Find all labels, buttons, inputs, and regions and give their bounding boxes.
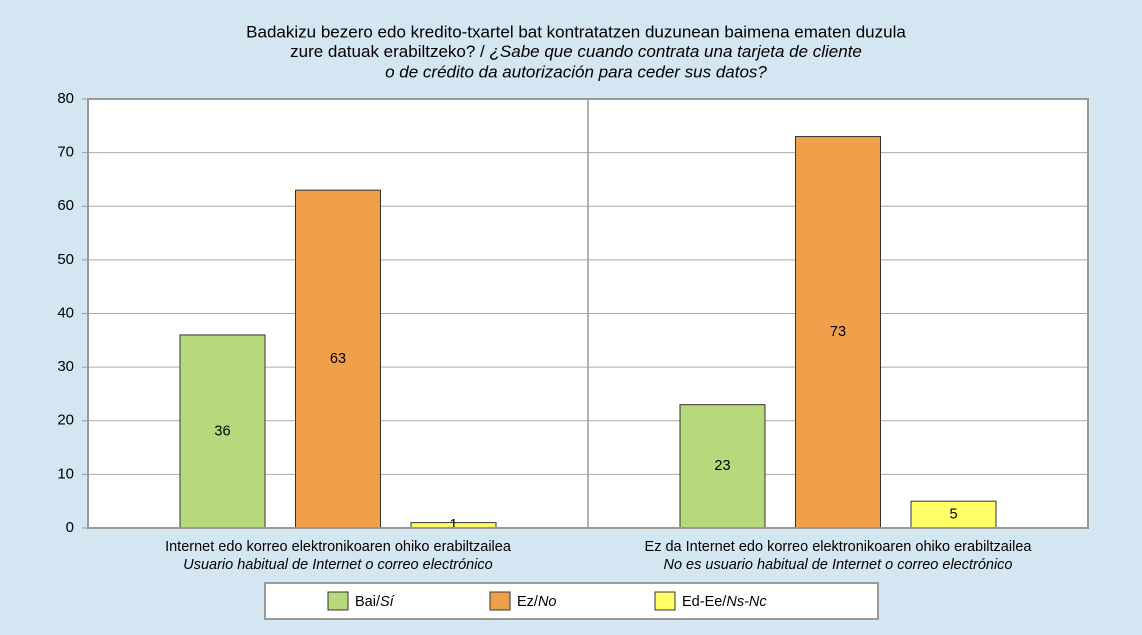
bar bbox=[179, 334, 266, 529]
value-label: 5 bbox=[949, 506, 957, 522]
value-label: 1 bbox=[449, 517, 457, 533]
value-label: 63 bbox=[330, 351, 346, 367]
y-tick-label: 20 bbox=[57, 412, 74, 429]
plot-border bbox=[87, 98, 1089, 529]
bar bbox=[795, 136, 881, 529]
legend-swatch bbox=[327, 591, 349, 611]
y-tick-label: 10 bbox=[57, 465, 74, 482]
legend-label-part: Bai/ bbox=[355, 594, 381, 610]
y-tick-label: 70 bbox=[57, 144, 74, 161]
value-label: 23 bbox=[714, 458, 730, 474]
y-tick-label: 0 bbox=[66, 519, 74, 536]
bar bbox=[295, 189, 381, 529]
legend-label-part: Ns-Nc bbox=[726, 594, 767, 610]
chart-title: zure datuak erabiltzeko? / ¿Sabe que cua… bbox=[290, 42, 862, 61]
legend-label: Bai/Sí bbox=[355, 594, 396, 610]
bar bbox=[910, 500, 997, 529]
legend-label-part: Ed-Ee/ bbox=[682, 594, 727, 610]
x-tick-label: No es usuario habitual de Internet o cor… bbox=[663, 557, 1012, 573]
legend-label-part: Sí bbox=[380, 594, 396, 610]
y-tick-label: 50 bbox=[57, 251, 74, 268]
chart-title: Badakizu bezero edo kredito-txartel bat … bbox=[246, 22, 906, 41]
legend-label-part: No bbox=[538, 594, 557, 610]
chart-title-part: ¿Sabe que cuando contrata una tarjeta de… bbox=[490, 42, 862, 61]
legend-swatch bbox=[489, 591, 511, 611]
x-tick-label: Ez da Internet edo korreo elektronikoare… bbox=[645, 539, 1033, 555]
chart-title-part: zure datuak erabiltzeko? / bbox=[290, 42, 489, 61]
legend bbox=[264, 582, 879, 620]
y-tick-label: 60 bbox=[57, 197, 74, 214]
legend-label-part: Ez/ bbox=[517, 594, 539, 610]
x-tick-label: Internet edo korreo elektronikoaren ohik… bbox=[165, 539, 512, 555]
legend-swatch bbox=[654, 591, 676, 611]
bar bbox=[679, 404, 766, 529]
legend-label: Ez/No bbox=[517, 594, 557, 610]
value-label: 73 bbox=[830, 324, 846, 340]
value-label: 36 bbox=[214, 423, 230, 439]
chart-title: o de crédito da autorización para ceder … bbox=[385, 62, 767, 81]
y-tick-label: 30 bbox=[57, 358, 74, 375]
x-tick-label: Usuario habitual de Internet o correo el… bbox=[183, 557, 493, 573]
y-tick-label: 40 bbox=[57, 304, 74, 321]
legend-label: Ed-Ee/Ns-Nc bbox=[682, 594, 767, 610]
y-tick-label: 80 bbox=[57, 90, 74, 107]
